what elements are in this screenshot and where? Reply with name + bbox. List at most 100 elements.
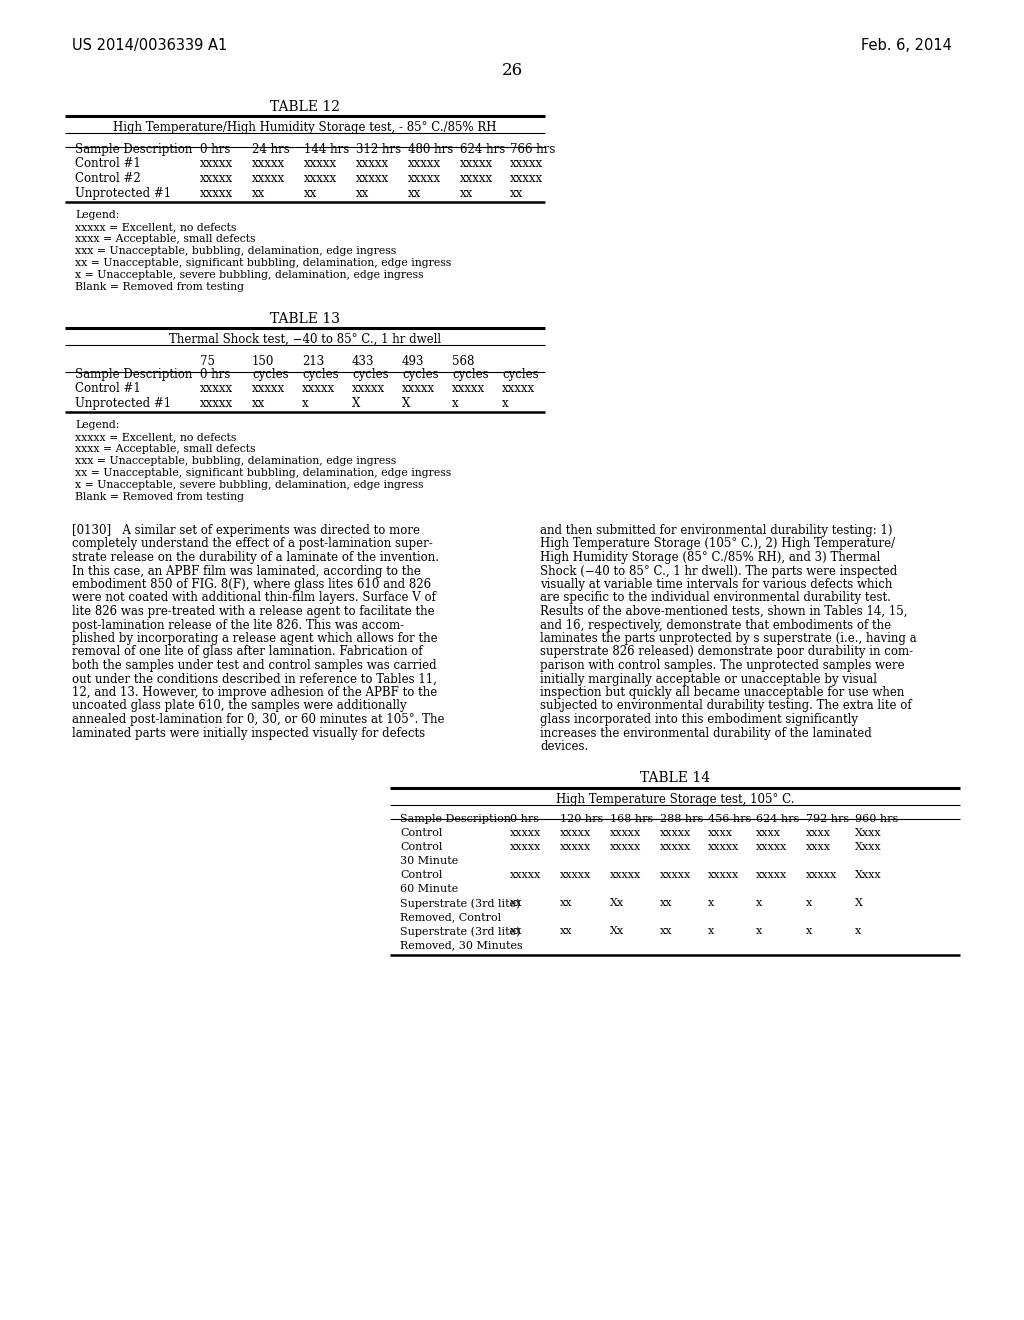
Text: 75: 75 <box>200 355 215 368</box>
Text: Sample Description: Sample Description <box>75 143 193 156</box>
Text: 213: 213 <box>302 355 325 368</box>
Text: TABLE 13: TABLE 13 <box>270 312 340 326</box>
Text: 960 hrs: 960 hrs <box>855 814 898 825</box>
Text: x: x <box>302 397 308 411</box>
Text: xxxxx: xxxxx <box>408 172 441 185</box>
Text: Unprotected #1: Unprotected #1 <box>75 397 171 411</box>
Text: 0 hrs: 0 hrs <box>200 368 230 381</box>
Text: xx: xx <box>252 397 265 411</box>
Text: cycles: cycles <box>352 368 389 381</box>
Text: xx: xx <box>252 187 265 201</box>
Text: [0130]   A similar set of experiments was directed to more: [0130] A similar set of experiments was … <box>72 524 420 537</box>
Text: X: X <box>402 397 411 411</box>
Text: x: x <box>452 397 459 411</box>
Text: xxxxx: xxxxx <box>610 829 641 838</box>
Text: xxxx = Acceptable, small defects: xxxx = Acceptable, small defects <box>75 234 256 244</box>
Text: 792 hrs: 792 hrs <box>806 814 849 825</box>
Text: xx: xx <box>460 187 473 201</box>
Text: are specific to the individual environmental durability test.: are specific to the individual environme… <box>540 591 891 605</box>
Text: xxxxx: xxxxx <box>660 842 691 853</box>
Text: xxxxx: xxxxx <box>356 157 389 170</box>
Text: xxxxx: xxxxx <box>460 172 494 185</box>
Text: xxxxx: xxxxx <box>304 157 337 170</box>
Text: xxxxx: xxxxx <box>200 172 233 185</box>
Text: Results of the above-mentioned tests, shown in Tables 14, 15,: Results of the above-mentioned tests, sh… <box>540 605 907 618</box>
Text: xx = Unacceptable, significant bubbling, delamination, edge ingress: xx = Unacceptable, significant bubbling,… <box>75 469 452 478</box>
Text: High Temperature Storage (105° C.), 2) High Temperature/: High Temperature Storage (105° C.), 2) H… <box>540 537 895 550</box>
Text: inspection but quickly all became unacceptable for use when: inspection but quickly all became unacce… <box>540 686 904 700</box>
Text: xxxxx: xxxxx <box>200 157 233 170</box>
Text: Thermal Shock test, −40 to 85° C., 1 hr dwell: Thermal Shock test, −40 to 85° C., 1 hr … <box>169 333 441 346</box>
Text: cycles: cycles <box>402 368 438 381</box>
Text: Xx: Xx <box>610 927 624 936</box>
Text: xxxxx: xxxxx <box>302 381 335 395</box>
Text: x = Unacceptable, severe bubbling, delamination, edge ingress: x = Unacceptable, severe bubbling, delam… <box>75 480 424 490</box>
Text: Feb. 6, 2014: Feb. 6, 2014 <box>861 38 952 53</box>
Text: initially marginally acceptable or unacceptable by visual: initially marginally acceptable or unacc… <box>540 672 877 685</box>
Text: Sample Description: Sample Description <box>400 814 511 825</box>
Text: 150: 150 <box>252 355 274 368</box>
Text: Control: Control <box>400 829 442 838</box>
Text: xxxxx: xxxxx <box>402 381 435 395</box>
Text: 624 hrs: 624 hrs <box>460 143 505 156</box>
Text: 568: 568 <box>452 355 474 368</box>
Text: xxxx: xxxx <box>708 829 733 838</box>
Text: xxxxx: xxxxx <box>356 172 389 185</box>
Text: Xxxx: Xxxx <box>855 829 882 838</box>
Text: xxxxx: xxxxx <box>756 842 787 853</box>
Text: xxxxx: xxxxx <box>610 842 641 853</box>
Text: subjected to environmental durability testing. The extra lite of: subjected to environmental durability te… <box>540 700 911 713</box>
Text: 624 hrs: 624 hrs <box>756 814 800 825</box>
Text: xxxxx: xxxxx <box>460 157 494 170</box>
Text: xxxxx: xxxxx <box>200 187 233 201</box>
Text: xxxxx: xxxxx <box>510 870 542 880</box>
Text: 120 hrs: 120 hrs <box>560 814 603 825</box>
Text: xx: xx <box>560 927 572 936</box>
Text: xx: xx <box>408 187 421 201</box>
Text: xxx = Unacceptable, bubbling, delamination, edge ingress: xxx = Unacceptable, bubbling, delaminati… <box>75 455 396 466</box>
Text: High Humidity Storage (85° C./85% RH), and 3) Thermal: High Humidity Storage (85° C./85% RH), a… <box>540 550 881 564</box>
Text: x: x <box>708 927 715 936</box>
Text: xxxxx: xxxxx <box>510 842 542 853</box>
Text: xxxxx: xxxxx <box>610 870 641 880</box>
Text: TABLE 12: TABLE 12 <box>270 100 340 114</box>
Text: Legend:: Legend: <box>75 420 120 430</box>
Text: xx: xx <box>304 187 317 201</box>
Text: xxxx: xxxx <box>806 829 831 838</box>
Text: 144 hrs: 144 hrs <box>304 143 349 156</box>
Text: xxxxx = Excellent, no defects: xxxxx = Excellent, no defects <box>75 432 237 442</box>
Text: xxxxx: xxxxx <box>252 172 285 185</box>
Text: xx: xx <box>356 187 370 201</box>
Text: cycles: cycles <box>302 368 339 381</box>
Text: 0 hrs: 0 hrs <box>510 814 539 825</box>
Text: Unprotected #1: Unprotected #1 <box>75 187 171 201</box>
Text: Xx: Xx <box>610 899 624 908</box>
Text: Blank = Removed from testing: Blank = Removed from testing <box>75 282 244 292</box>
Text: Shock (−40 to 85° C., 1 hr dwell). The parts were inspected: Shock (−40 to 85° C., 1 hr dwell). The p… <box>540 565 897 578</box>
Text: cycles: cycles <box>252 368 289 381</box>
Text: xxxx = Acceptable, small defects: xxxx = Acceptable, small defects <box>75 444 256 454</box>
Text: 766 hrs: 766 hrs <box>510 143 555 156</box>
Text: cycles: cycles <box>452 368 488 381</box>
Text: xxxxx: xxxxx <box>252 157 285 170</box>
Text: visually at variable time intervals for various defects which: visually at variable time intervals for … <box>540 578 892 591</box>
Text: 30 Minute: 30 Minute <box>400 857 459 866</box>
Text: xxxx: xxxx <box>806 842 831 853</box>
Text: lite 826 was pre-treated with a release agent to facilitate the: lite 826 was pre-treated with a release … <box>72 605 434 618</box>
Text: xxxxx: xxxxx <box>560 870 591 880</box>
Text: xxxxx: xxxxx <box>252 381 285 395</box>
Text: 493: 493 <box>402 355 425 368</box>
Text: 0 hrs: 0 hrs <box>200 143 230 156</box>
Text: Blank = Removed from testing: Blank = Removed from testing <box>75 492 244 502</box>
Text: 456 hrs: 456 hrs <box>708 814 752 825</box>
Text: Control #1: Control #1 <box>75 381 140 395</box>
Text: glass incorporated into this embodiment significantly: glass incorporated into this embodiment … <box>540 713 858 726</box>
Text: xxxxx: xxxxx <box>510 172 543 185</box>
Text: xx: xx <box>510 187 523 201</box>
Text: Superstrate (3rd lite): Superstrate (3rd lite) <box>400 927 520 937</box>
Text: x: x <box>806 927 812 936</box>
Text: xx = Unacceptable, significant bubbling, delamination, edge ingress: xx = Unacceptable, significant bubbling,… <box>75 257 452 268</box>
Text: xxxxx: xxxxx <box>304 172 337 185</box>
Text: 288 hrs: 288 hrs <box>660 814 703 825</box>
Text: xxxxx: xxxxx <box>756 870 787 880</box>
